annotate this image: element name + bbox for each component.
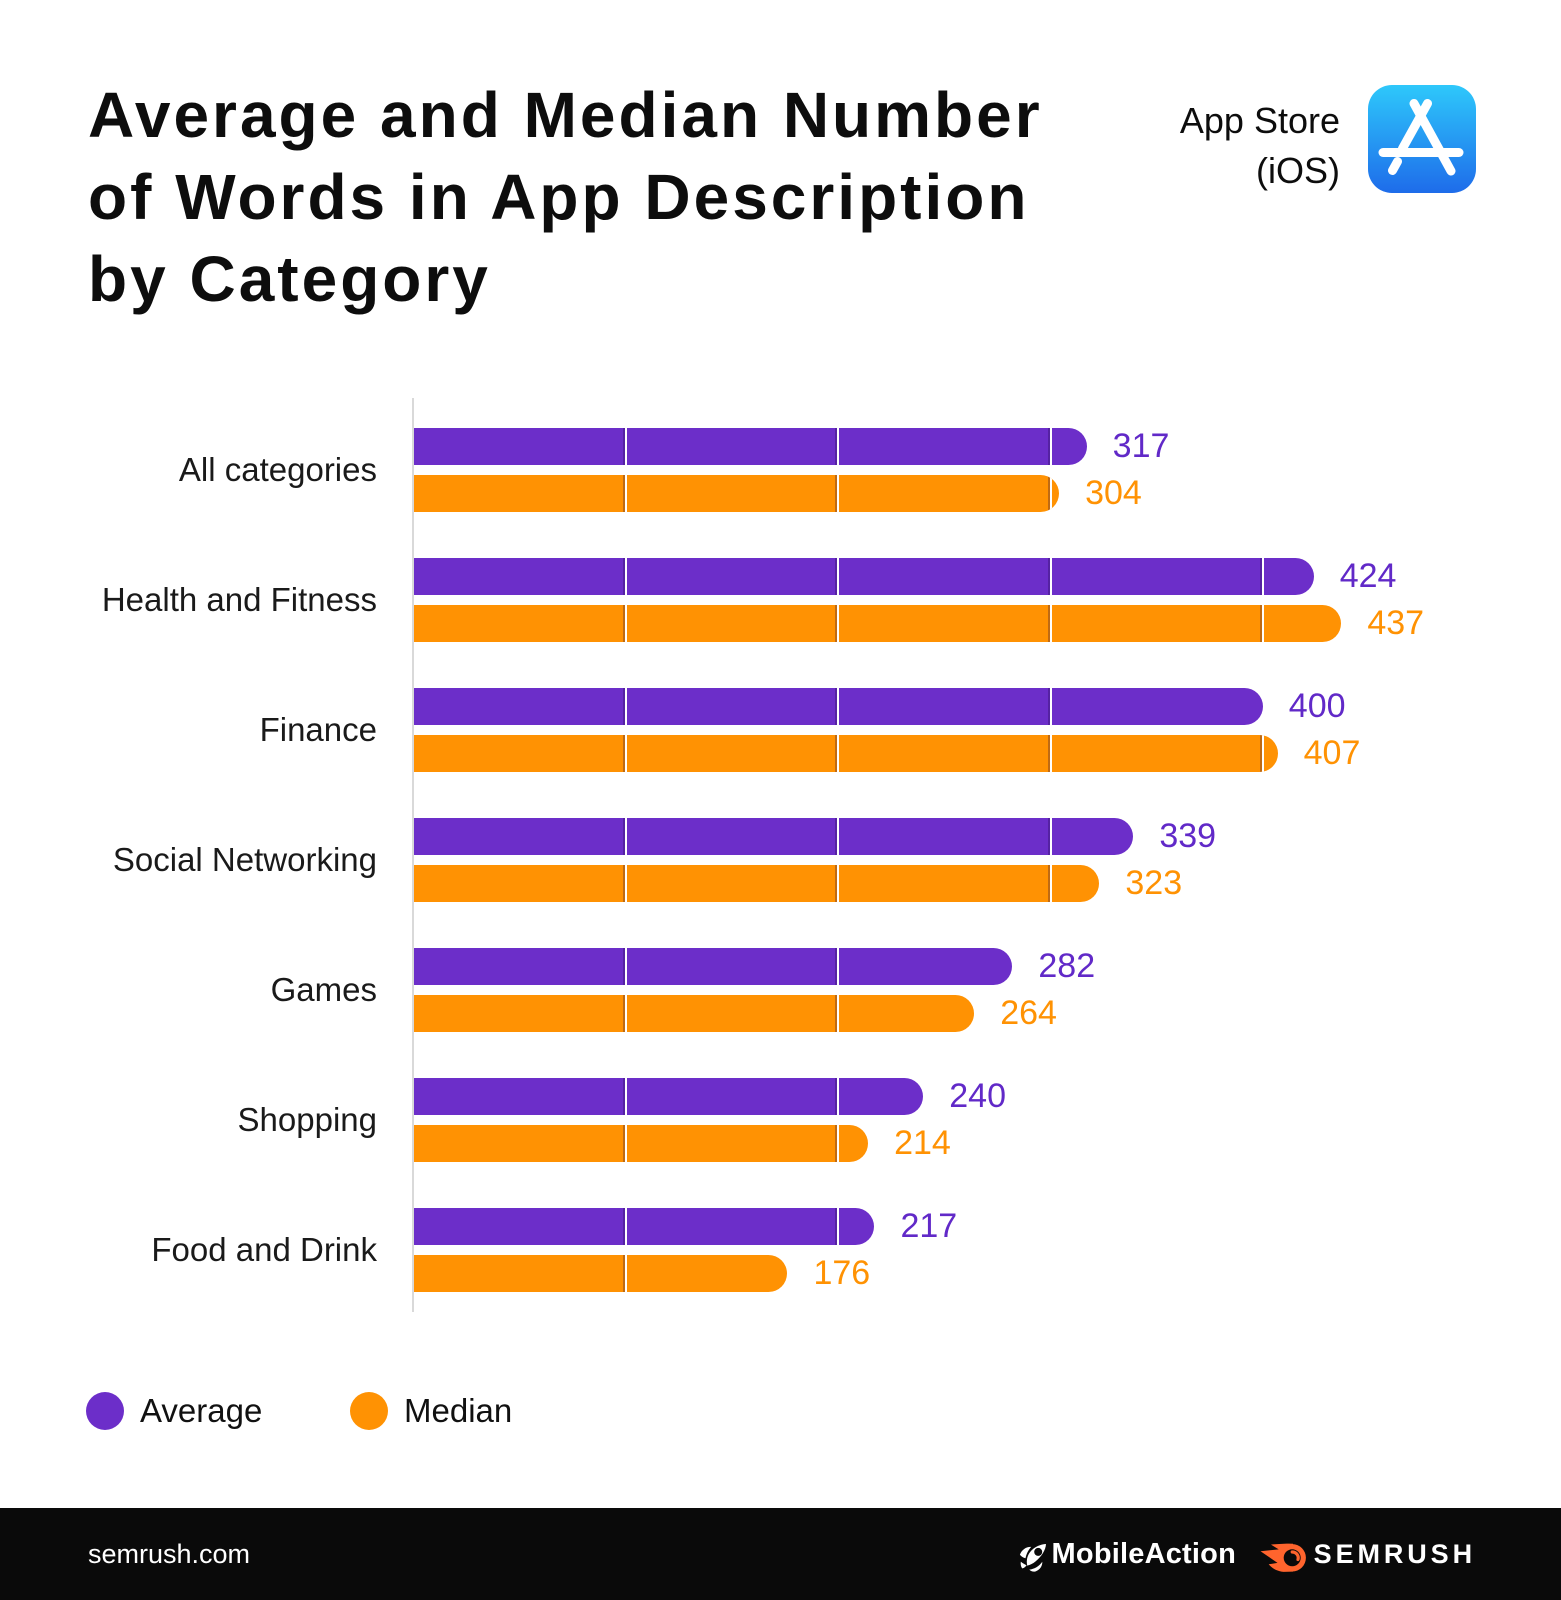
gridline-tick-100 xyxy=(623,948,628,985)
semrush-logo: SEMRUSH xyxy=(1259,1508,1476,1600)
gridline-tick-100 xyxy=(623,865,628,902)
gridline-tick-100 xyxy=(623,735,628,772)
gridline-tick-300 xyxy=(1047,735,1052,772)
value-label-median-1: 437 xyxy=(1367,604,1425,642)
app-store-icon xyxy=(1368,85,1476,193)
value-label-average-0: 317 xyxy=(1112,427,1170,465)
bar-average-2 xyxy=(414,688,1263,725)
category-label-6: Food and Drink xyxy=(151,1231,377,1268)
legend-dot-average xyxy=(86,1392,124,1430)
semrush-flame-icon xyxy=(1260,1543,1306,1572)
page-title: Average and Median Number of Words in Ap… xyxy=(88,74,1043,320)
bar-median-3 xyxy=(414,865,1100,902)
gridline-tick-100 xyxy=(623,558,628,595)
category-label-0: All categories xyxy=(178,451,377,488)
gridline-tick-200 xyxy=(835,475,840,512)
gridline-tick-100 xyxy=(623,1125,628,1162)
gridline-tick-300 xyxy=(1047,865,1052,902)
value-label-median-3: 323 xyxy=(1125,864,1183,902)
gridline-tick-200 xyxy=(835,605,840,642)
bar-average-0 xyxy=(414,428,1087,465)
gridline-tick-200 xyxy=(835,558,840,595)
gridline-tick-300 xyxy=(1047,558,1052,595)
footer-bar: semrush.com MobileAction SEMRUSH xyxy=(0,1508,1561,1600)
title-line-3: by Category xyxy=(88,243,491,315)
bar-average-6 xyxy=(414,1208,875,1245)
gridline-tick-100 xyxy=(623,605,628,642)
gridline-tick-100 xyxy=(623,1208,628,1245)
gridline-tick-200 xyxy=(835,995,840,1032)
platform-name-line-1: App Store xyxy=(1179,100,1340,141)
value-label-average-2: 400 xyxy=(1288,687,1346,725)
legend-dot-median xyxy=(350,1392,388,1430)
bar-median-0 xyxy=(414,475,1060,512)
gridline-tick-300 xyxy=(1047,428,1052,465)
value-label-median-6: 176 xyxy=(813,1254,871,1292)
gridline-tick-200 xyxy=(835,1208,840,1245)
gridline-tick-200 xyxy=(835,428,840,465)
value-label-average-1: 424 xyxy=(1339,557,1397,595)
gridline-tick-200 xyxy=(835,818,840,855)
footer-website: semrush.com xyxy=(88,1538,251,1569)
gridline-tick-100 xyxy=(623,1078,628,1115)
gridline-tick-300 xyxy=(1047,475,1052,512)
bar-average-4 xyxy=(414,948,1013,985)
platform-badge: App Store (iOS) xyxy=(1180,85,1476,196)
category-label-1: Health and Fitness xyxy=(101,581,377,618)
gridline-tick-400 xyxy=(1259,605,1264,642)
gridline-tick-100 xyxy=(623,475,628,512)
gridline-tick-100 xyxy=(623,818,628,855)
value-label-average-4: 282 xyxy=(1038,947,1096,985)
bar-median-5 xyxy=(414,1125,869,1162)
bar-median-1 xyxy=(414,605,1342,642)
legend-label-average: Average xyxy=(140,1392,263,1429)
mobileaction-logo-text: MobileAction xyxy=(1051,1537,1236,1570)
category-label-2: Finance xyxy=(259,711,377,748)
value-label-median-0: 304 xyxy=(1085,474,1142,512)
legend-label-median: Median xyxy=(404,1392,513,1429)
gridline-tick-400 xyxy=(1259,735,1264,772)
y-axis-line xyxy=(412,398,414,1312)
category-label-4: Games xyxy=(270,971,377,1008)
gridline-tick-200 xyxy=(835,1078,840,1115)
bar-average-3 xyxy=(414,818,1134,855)
semrush-logo-text: SEMRUSH xyxy=(1313,1538,1476,1569)
platform-name-line-2: (iOS) xyxy=(1256,150,1340,191)
mobileaction-logo: MobileAction xyxy=(1016,1508,1236,1600)
legend-item-median: Median xyxy=(350,1392,512,1430)
rocket-icon xyxy=(1019,1543,1046,1572)
gridline-tick-200 xyxy=(835,735,840,772)
gridline-tick-400 xyxy=(1259,558,1264,595)
gridline-tick-100 xyxy=(623,688,628,725)
bar-average-5 xyxy=(414,1078,924,1115)
gridline-tick-200 xyxy=(835,865,840,902)
bar-average-1 xyxy=(414,558,1314,595)
gridline-tick-100 xyxy=(623,428,628,465)
category-label-5: Shopping xyxy=(237,1101,377,1138)
legend-item-average: Average xyxy=(86,1392,262,1430)
gridline-tick-300 xyxy=(1047,605,1052,642)
title-line-2: of Words in App Description xyxy=(88,161,1030,233)
value-label-average-3: 339 xyxy=(1159,817,1217,855)
value-label-average-5: 240 xyxy=(949,1077,1006,1115)
platform-name: App Store (iOS) xyxy=(1180,96,1340,196)
bar-median-4 xyxy=(414,995,975,1032)
gridline-tick-200 xyxy=(835,1125,840,1162)
gridline-tick-200 xyxy=(835,948,840,985)
gridline-tick-300 xyxy=(1047,688,1052,725)
value-label-median-4: 264 xyxy=(1000,994,1057,1032)
category-label-3: Social Networking xyxy=(112,841,377,878)
gridline-tick-100 xyxy=(623,995,628,1032)
gridline-tick-300 xyxy=(1047,818,1052,855)
bar-median-6 xyxy=(414,1255,788,1292)
value-label-median-2: 407 xyxy=(1303,734,1361,772)
value-label-median-5: 214 xyxy=(894,1124,951,1162)
bar-median-2 xyxy=(414,735,1278,772)
gridline-tick-200 xyxy=(835,688,840,725)
title-line-1: Average and Median Number xyxy=(88,79,1043,151)
gridline-tick-100 xyxy=(623,1255,628,1292)
value-label-average-6: 217 xyxy=(900,1207,958,1245)
